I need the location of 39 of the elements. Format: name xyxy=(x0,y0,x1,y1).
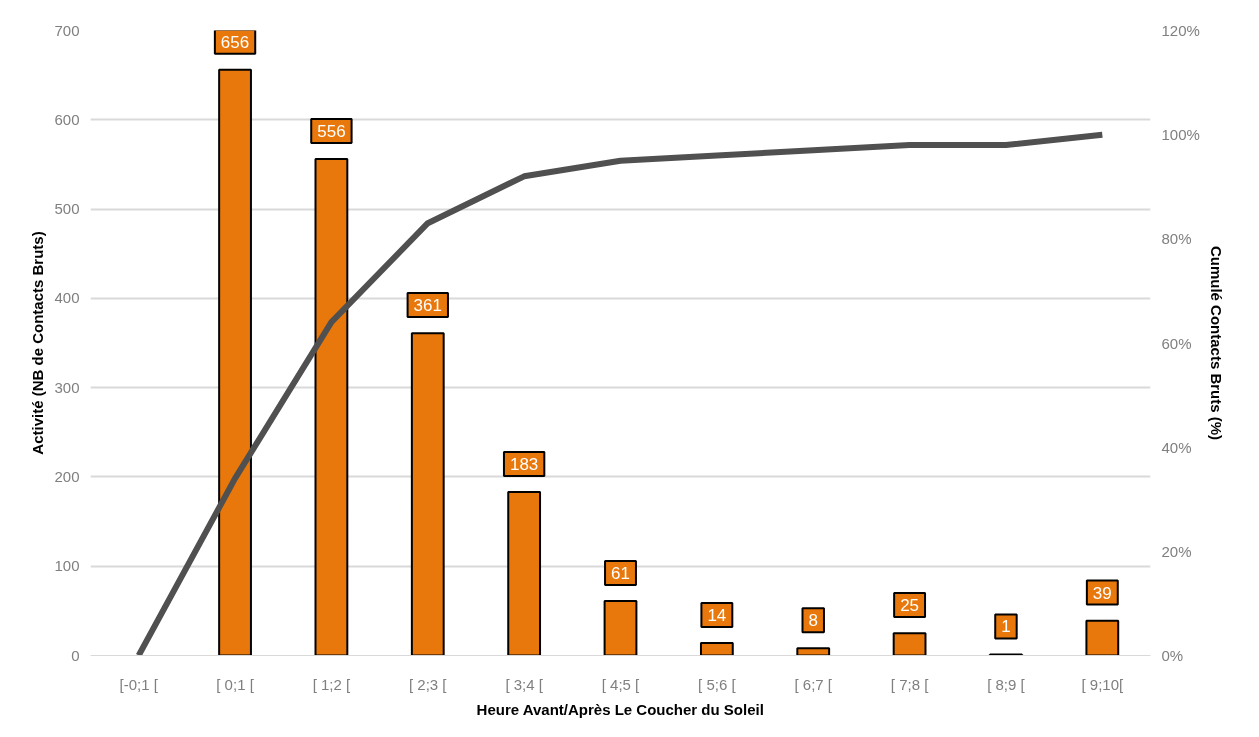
y2-axis-title: Cumulé Contacts Bruts (%) xyxy=(1207,245,1225,441)
y-tick-label: 300 xyxy=(54,378,80,396)
y2-tick-label: 120% xyxy=(1161,22,1200,39)
x-tick-label: [ 7;8 [ xyxy=(890,675,930,693)
y2-tick-label: 20% xyxy=(1161,542,1192,560)
y-tick-label: 500 xyxy=(54,200,80,218)
data-label: 361 xyxy=(413,296,442,316)
data-label: 183 xyxy=(509,454,539,474)
x-tick-label: [ 4;5 [ xyxy=(601,675,641,693)
x-tick-label: [ 1;2 [ xyxy=(312,675,351,693)
x-tick-label: [ 2;3 [ xyxy=(409,675,448,693)
x-tick-label: [ 8;9 [ xyxy=(987,675,1026,693)
data-label: 1 xyxy=(1001,617,1011,637)
y2-tick-label: 100% xyxy=(1161,126,1200,144)
data-label: 556 xyxy=(317,121,346,141)
y-tick-label: 400 xyxy=(54,289,80,307)
x-tick-label: [ 5;6 [ xyxy=(698,675,737,693)
y2-tick-label: 40% xyxy=(1161,438,1192,456)
data-label: 656 xyxy=(220,32,250,52)
x-tick-label: [ 0;1 [ xyxy=(216,675,255,693)
y-tick-label: 100 xyxy=(54,557,80,575)
y-tick-label: 700 xyxy=(54,21,80,39)
y2-tick-label: 80% xyxy=(1161,230,1192,248)
x-axis-title: Heure Avant/Après Le Coucher du Soleil xyxy=(476,700,764,718)
data-label: 14 xyxy=(707,605,727,625)
y-tick-label: 600 xyxy=(54,110,80,128)
y-axis-title: Activité (NB de Contacts Bruts) xyxy=(29,231,47,455)
x-tick-label: [ 6;7 [ xyxy=(794,675,833,693)
y2-tick-label: 0% xyxy=(1161,647,1184,664)
y-tick-label: 200 xyxy=(54,467,80,485)
x-tick-label: [-0;1 [ xyxy=(119,675,159,693)
data-label: 25 xyxy=(900,596,920,616)
data-label: 8 xyxy=(808,611,818,631)
x-tick-label: [ 9;10[ xyxy=(1081,675,1124,693)
y-tick-label: 0 xyxy=(71,646,80,664)
data-label: 61 xyxy=(611,563,630,583)
x-tick-label: [ 3;4 [ xyxy=(505,675,544,693)
y2-tick-label: 60% xyxy=(1161,334,1192,352)
data-label: 39 xyxy=(1092,583,1112,603)
